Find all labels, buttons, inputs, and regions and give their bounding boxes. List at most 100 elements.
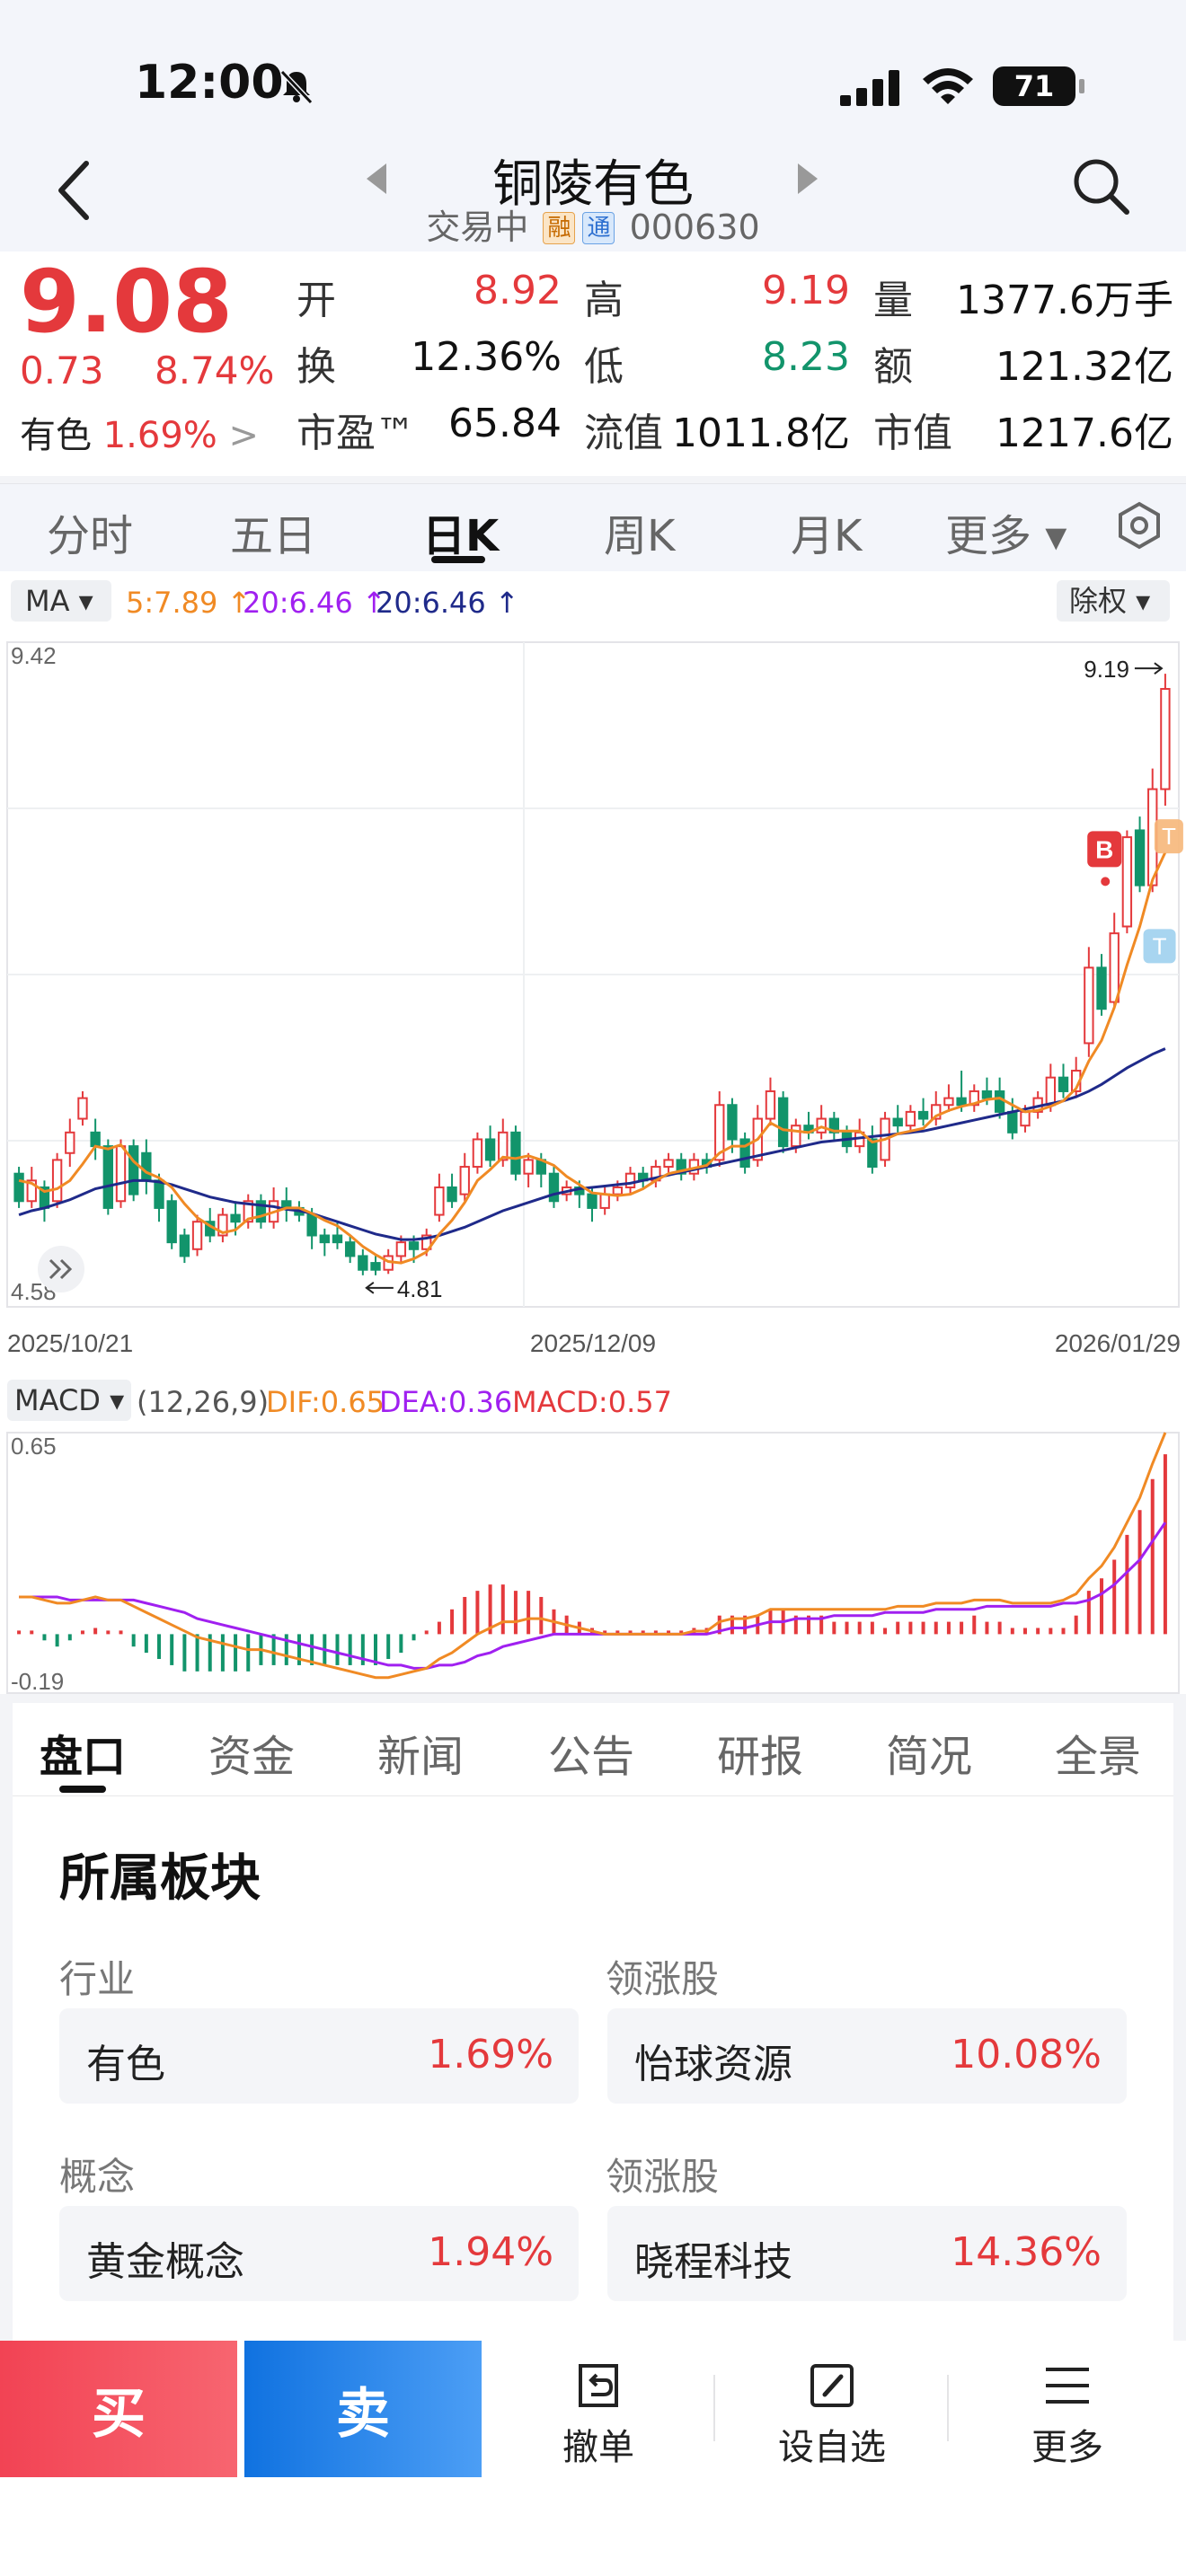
- active-detail-indicator: [59, 1786, 106, 1793]
- tab-chart-period[interactable]: 五日: [230, 511, 317, 561]
- low-price-marker: 4.81: [397, 1275, 443, 1302]
- candle-body: [905, 1110, 916, 1127]
- concept-leader-card[interactable]: 晓程科技 14.36%: [607, 2206, 1127, 2301]
- candle-body: [26, 1179, 37, 1203]
- cancel-order-button[interactable]: 撤单: [518, 2341, 679, 2477]
- industry-leader-card[interactable]: 怡球资源 10.08%: [607, 2008, 1127, 2104]
- macd-selector[interactable]: MACD ▾: [7, 1380, 131, 1421]
- concept-card[interactable]: 黄金概念 1.94%: [59, 2206, 579, 2301]
- candle-body: [141, 1151, 152, 1182]
- concept-leader-pct: 14.36%: [951, 2229, 1102, 2275]
- stock-subtitle: 交易中 融通 000630: [0, 199, 1186, 249]
- tab-chart-period[interactable]: 分时: [47, 511, 134, 561]
- divider: [713, 2375, 715, 2441]
- candle-body: [179, 1234, 190, 1257]
- leader-label: 领涨股: [606, 1957, 720, 2001]
- tab-detail[interactable]: 简况: [886, 1732, 973, 1782]
- chart-period-tabs: 分时 五日 日K 周K 月K 更多 ▾: [0, 483, 1186, 571]
- ma5-line: [18, 851, 1167, 1265]
- tab-detail[interactable]: 公告: [548, 1732, 635, 1782]
- candle-body: [395, 1241, 407, 1257]
- status-bar: 12:00 71: [0, 0, 1186, 144]
- sell-button[interactable]: 卖: [244, 2341, 482, 2477]
- cancel-order-icon: [579, 2364, 618, 2407]
- macd-frame: [6, 1432, 1180, 1694]
- ma5-value: 5:7.89 ↑: [126, 586, 252, 620]
- candle-body: [777, 1097, 789, 1148]
- detail-tabs: 盘口 资金 新闻 公告 研报 简况 全景: [13, 1703, 1173, 1796]
- macd-dif: DIF:0.65: [266, 1385, 385, 1419]
- ma-selector[interactable]: MA ▾: [11, 580, 111, 622]
- wifi-icon: [923, 68, 973, 104]
- price-change: 0.73: [20, 348, 104, 393]
- candle-body: [714, 1104, 725, 1161]
- add-watchlist-button[interactable]: 设自选: [751, 2341, 913, 2477]
- search-icon[interactable]: [1069, 154, 1132, 217]
- tab-chart-period[interactable]: 日K: [422, 511, 500, 561]
- concept-label: 概念: [59, 2155, 136, 2199]
- candle-body: [727, 1104, 738, 1141]
- buy-signal-dot: [1101, 877, 1111, 887]
- high-marker-arrowhead: [1154, 662, 1164, 675]
- chart-settings-icon[interactable]: [1114, 500, 1164, 551]
- bell-slash-icon: [279, 69, 314, 105]
- candle-body: [472, 1138, 483, 1169]
- sector-link[interactable]: 有色 1.69% >: [20, 406, 259, 458]
- prev-stock-icon[interactable]: [367, 163, 388, 194]
- stock-code: 000630: [629, 207, 760, 247]
- macd-chart[interactable]: 0.65 -0.19: [0, 1424, 1186, 1702]
- candle-body: [1058, 1076, 1069, 1092]
- tab-detail[interactable]: 研报: [717, 1732, 804, 1782]
- quote-value: 1011.8亿: [672, 410, 850, 456]
- candle-body: [739, 1138, 750, 1169]
- industry-name: 有色: [86, 2042, 165, 2087]
- trading-status: 交易中: [426, 207, 529, 247]
- status-time: 12:00: [135, 56, 284, 110]
- macd-value: MACD:0.57: [512, 1385, 672, 1419]
- candle-body: [408, 1241, 420, 1250]
- candle-body: [358, 1255, 368, 1271]
- macd-ymin-label: -0.19: [11, 1668, 64, 1695]
- add-watchlist-label: 设自选: [778, 2427, 886, 2468]
- candle-body: [931, 1104, 942, 1120]
- expand-history-icon-chevron: [59, 1258, 73, 1280]
- industry-leader-pct: 10.08%: [951, 2032, 1102, 2078]
- next-stock-icon[interactable]: [796, 163, 818, 194]
- tab-detail[interactable]: 新闻: [377, 1732, 465, 1782]
- candle-body: [217, 1213, 228, 1237]
- candle-body: [230, 1213, 241, 1223]
- adjust-selector[interactable]: 除权 ▾: [1057, 580, 1170, 622]
- low-marker-arrowhead: [365, 1282, 375, 1294]
- t-signal-label: T: [1162, 823, 1176, 850]
- buy-button[interactable]: 买: [0, 2341, 237, 2477]
- section-title: 所属板块: [59, 1849, 261, 1908]
- stock-name: 铜陵有色: [492, 155, 694, 214]
- tab-detail[interactable]: 资金: [208, 1732, 296, 1782]
- quote-value: 8.23: [762, 334, 850, 380]
- buy-signal-marker: [1087, 831, 1122, 868]
- more-button[interactable]: 更多: [987, 2341, 1148, 2477]
- tab-chart-period[interactable]: 更多 ▾: [945, 511, 1067, 561]
- date-label: 2025/10/21: [7, 1329, 133, 1357]
- candle-body: [943, 1097, 954, 1107]
- candle-body: [1121, 836, 1133, 928]
- tab-detail[interactable]: 盘口: [40, 1732, 127, 1782]
- candle-body: [867, 1138, 878, 1169]
- tab-chart-period[interactable]: 月K: [791, 511, 863, 561]
- stock-header: 铜陵有色 交易中 融通 000630: [0, 144, 1186, 251]
- tab-chart-period[interactable]: 周K: [604, 511, 676, 561]
- candle-body: [191, 1221, 203, 1250]
- t-signal-label: T: [1153, 932, 1167, 959]
- candle-body: [1096, 966, 1107, 1010]
- quote-label: 市盈™: [296, 410, 415, 456]
- quote-value: 8.92: [474, 268, 562, 313]
- industry-leader-name: 怡球资源: [634, 2042, 792, 2087]
- ma20b-value: 20:6.46 ↑: [376, 586, 519, 620]
- macd-params: (12,26,9): [137, 1385, 270, 1419]
- back-icon[interactable]: [52, 154, 97, 226]
- industry-card[interactable]: 有色 1.69%: [59, 2008, 579, 2104]
- candle-body: [1020, 1110, 1031, 1127]
- tab-detail[interactable]: 全景: [1055, 1732, 1142, 1782]
- bottom-action-bar: 买 卖 撤单 设自选 更多: [0, 2341, 1186, 2576]
